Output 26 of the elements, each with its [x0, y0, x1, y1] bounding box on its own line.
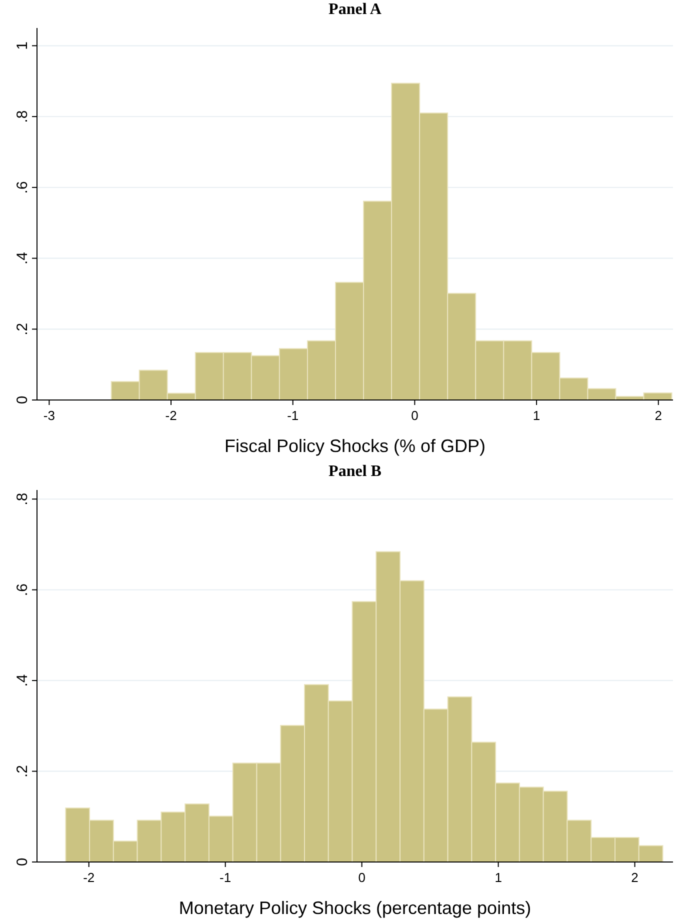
y-tick-label: .2: [14, 322, 31, 336]
y-tick-label: .4: [14, 674, 31, 687]
y-tick-label: .8: [14, 492, 31, 506]
x-tick-label: -3: [43, 408, 55, 423]
x-axis-title: Fiscal Policy Shocks (% of GDP): [224, 436, 486, 456]
y-tick-label: .4: [14, 252, 31, 265]
chart-title: Panel B: [328, 463, 382, 480]
x-tick-label: -1: [287, 408, 299, 423]
y-tick-label: .2: [14, 765, 31, 778]
x-tick-label: -2: [165, 408, 177, 423]
y-tick-label: 0: [14, 396, 31, 404]
x-tick-label: 1: [532, 408, 540, 423]
y-tick-label: 0: [14, 858, 31, 866]
y-tick-label: .6: [14, 584, 31, 596]
x-tick-label: -1: [220, 870, 232, 885]
x-tick-label: 2: [654, 408, 662, 423]
x-axis-title: Monetary Policy Shocks (percentage points): [178, 898, 532, 918]
chart-title: Panel A: [328, 1, 382, 18]
x-tick-label: 0: [411, 408, 418, 423]
x-tick-label: 1: [494, 870, 502, 885]
x-tick-label: 2: [631, 870, 638, 885]
y-tick-label: 1: [14, 42, 31, 50]
x-tick-label: 0: [358, 870, 366, 885]
y-tick-label: .8: [14, 110, 31, 123]
y-tick-label: .6: [14, 181, 31, 194]
x-tick-label: -2: [83, 870, 95, 885]
